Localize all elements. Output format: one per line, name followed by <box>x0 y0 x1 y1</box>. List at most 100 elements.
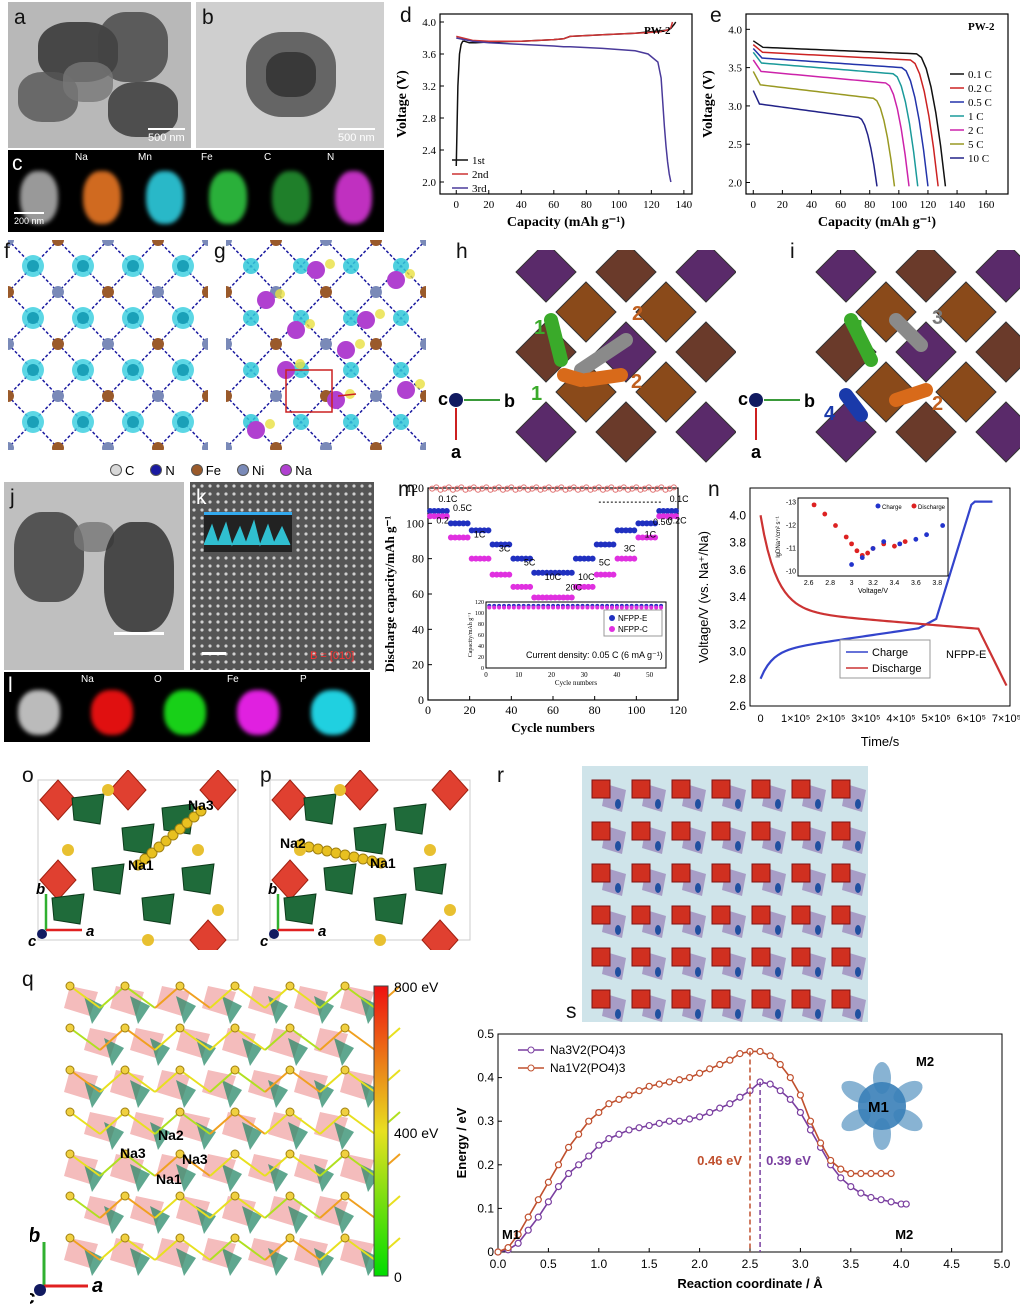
y-tick-label: 2.8 <box>729 672 746 686</box>
metal-atom <box>370 442 382 450</box>
na-site <box>285 1233 295 1243</box>
octahedron <box>975 321 1020 383</box>
pathway <box>289 1027 321 1051</box>
data-point <box>502 541 509 548</box>
inset-point <box>902 539 908 544</box>
inset-point <box>881 539 887 544</box>
site-label: Na2 <box>158 1127 184 1143</box>
polyhedron <box>176 1080 196 1108</box>
polyhedron <box>373 893 407 925</box>
element-label: O <box>154 674 162 685</box>
colorbar <box>373 985 389 1277</box>
octahedron <box>595 250 657 303</box>
data-point <box>524 1213 532 1221</box>
na-site <box>120 981 130 991</box>
na-atom <box>775 1009 781 1019</box>
inset-xlabel: Voltage/V <box>858 588 888 595</box>
element-label: Na <box>75 152 88 163</box>
metal-atom <box>8 442 14 450</box>
na-site <box>120 1149 130 1159</box>
polyhedron <box>360 1164 380 1192</box>
na-atom <box>424 844 436 856</box>
plot-frame <box>745 13 1009 195</box>
data-point <box>606 541 613 548</box>
data-point <box>786 1095 794 1104</box>
octahedron <box>591 947 611 967</box>
data-point <box>527 555 534 562</box>
inset-point <box>580 605 585 610</box>
polyhedron <box>242 1122 262 1150</box>
charge-density <box>243 258 259 274</box>
ce-point <box>562 486 569 493</box>
polyhedron <box>51 893 85 925</box>
na-atom <box>287 321 305 339</box>
ce-point <box>450 486 456 493</box>
axis-label: a <box>318 923 326 940</box>
legend-box <box>839 639 931 679</box>
axis-origin <box>269 929 279 939</box>
data-point <box>427 513 434 520</box>
na-atom <box>357 311 375 329</box>
data-point <box>726 1056 734 1064</box>
na-site <box>175 1149 185 1159</box>
octahedron <box>671 905 691 925</box>
data-point <box>518 583 525 590</box>
inset-tick: 3 <box>850 580 854 587</box>
ce-point <box>491 485 498 492</box>
inset-ylabel: lgDNa⁺/cm² s⁻¹ <box>775 516 782 557</box>
inset-point <box>854 548 860 554</box>
y-tick-label: 0.5 <box>477 1027 494 1041</box>
metal-atom <box>320 338 332 350</box>
annotation-label: 0.39 eV <box>766 1153 811 1168</box>
data-point <box>614 527 621 534</box>
structure-o: Na3 Na1 b a c <box>28 770 239 950</box>
pathway <box>179 1153 211 1177</box>
na-site <box>230 1233 240 1243</box>
ce-point <box>479 485 486 492</box>
chart-title: PW-2 <box>644 25 671 37</box>
data-point <box>837 1174 845 1182</box>
pathway <box>289 1195 321 1219</box>
pathway <box>319 1027 346 1051</box>
pathway <box>99 985 126 1009</box>
y-axis-label: Voltage (V) <box>395 70 410 138</box>
x-tick-label: 6×10⁵ <box>957 713 986 725</box>
octahedron <box>631 947 651 967</box>
data-point <box>597 571 604 578</box>
charge-density <box>393 310 409 326</box>
octahedron <box>791 821 811 841</box>
na-atom <box>775 967 781 977</box>
na-atom <box>247 421 265 439</box>
na-atom <box>815 841 821 851</box>
ce-point <box>429 485 436 492</box>
data-point <box>502 571 509 578</box>
polyhedron <box>176 996 196 1024</box>
data-point <box>627 527 634 534</box>
y-tick-label: 2.0 <box>422 177 436 189</box>
inset-legend-label: Discharge <box>918 505 946 511</box>
data-point <box>581 555 588 562</box>
polyhedron <box>130 1080 150 1108</box>
polyhedron <box>141 893 175 925</box>
data-point <box>756 1047 764 1056</box>
inset-point <box>629 605 634 610</box>
polyhedron <box>268 1164 288 1192</box>
inset-legend-marker <box>911 503 917 509</box>
data-point <box>589 555 596 562</box>
axis-label: a <box>86 923 94 940</box>
polyhedron <box>222 1248 242 1276</box>
na-atom <box>192 844 204 856</box>
pathway <box>154 985 181 1009</box>
polyhedron <box>360 1080 380 1108</box>
series-line <box>752 44 939 187</box>
data-point <box>887 1198 895 1206</box>
x-tick-label: 4×10⁵ <box>886 713 915 725</box>
data-point <box>672 513 679 520</box>
pathway <box>234 985 266 1009</box>
octahedron <box>855 361 917 423</box>
na-site <box>175 1023 185 1033</box>
charge-core <box>127 364 139 376</box>
legend-label: Discharge <box>872 663 922 675</box>
polyhedron <box>334 1038 354 1066</box>
tem-image-j: j <box>4 482 184 670</box>
